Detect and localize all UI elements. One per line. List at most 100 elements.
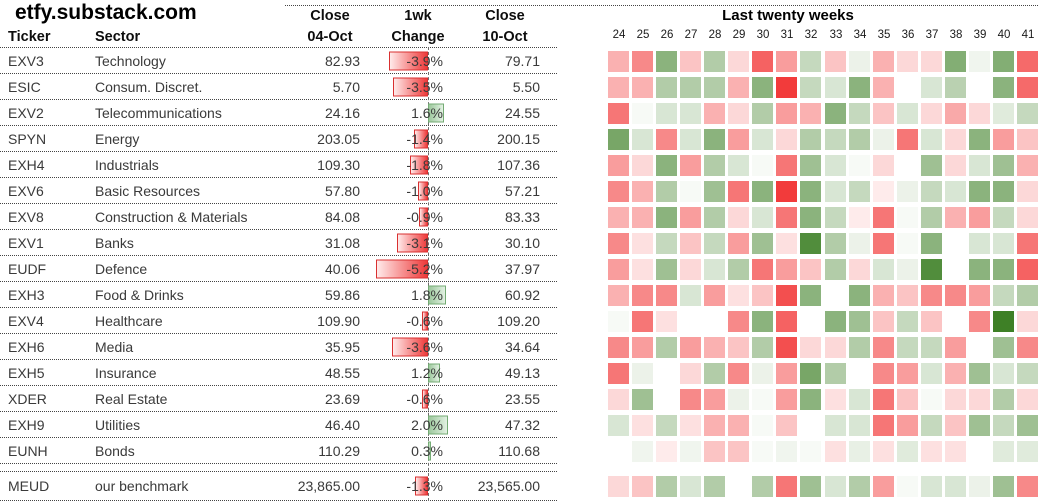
heatmap-cell: [897, 476, 918, 497]
close-04oct-cell: 82.93: [324, 52, 360, 69]
change-cell: -3.6%: [360, 334, 444, 359]
sector-cell: Basic Resources: [95, 182, 201, 199]
table-row: EXH4 Industrials 109.30 -1.8% 107.36: [0, 152, 557, 178]
heatmap-cell: [704, 389, 725, 410]
negative-change-bar: [410, 155, 428, 174]
ticker-cell: EXH3: [8, 286, 45, 303]
heatmap-cell: [993, 77, 1014, 98]
change-value: 1.8%: [411, 286, 443, 303]
heatmap-cell: [800, 233, 821, 254]
change-cell: -3.9%: [360, 48, 444, 73]
change-cell: -1.0%: [360, 178, 444, 203]
heatmap-cell: [945, 129, 966, 150]
change-cell: -0.6%: [360, 386, 444, 411]
ticker-cell: EXV4: [8, 312, 44, 329]
heatmap-cell: [1017, 415, 1038, 436]
heatmap-cell: [945, 311, 966, 332]
close-10oct-cell: 79.71: [504, 52, 540, 69]
heatmap-cell: [825, 441, 846, 462]
heatmap-cell: [800, 441, 821, 462]
heatmap-cell: [825, 103, 846, 124]
heatmap-cell: [704, 259, 725, 280]
heatmap-cell: [873, 259, 894, 280]
sector-cell: Insurance: [95, 364, 157, 381]
heatmap-cell: [873, 337, 894, 358]
heatmap-cell: [897, 363, 918, 384]
heatmap-cell: [873, 103, 894, 124]
heatmap-week-label: 32: [804, 29, 818, 41]
heatmap-cell: [704, 285, 725, 306]
heatmap-cell: [632, 155, 653, 176]
positive-change-bar: [428, 363, 440, 382]
heatmap-cell: [800, 207, 821, 228]
heatmap-cell: [825, 155, 846, 176]
ticker-cell: EUDF: [8, 260, 47, 277]
heatmap-cell: [849, 389, 870, 410]
heatmap-cell: [1017, 129, 1038, 150]
heatmap-cell: [849, 259, 870, 280]
heatmap-cell: [849, 441, 870, 462]
change-cell: -0.6%: [360, 308, 444, 333]
heatmap-cell: [1017, 259, 1038, 280]
heatmap-cell: [897, 181, 918, 202]
heatmap-cell: [656, 259, 677, 280]
heatmap-cell: [969, 259, 990, 280]
table-row: EUDF Defence 40.06 -5.2% 37.97: [0, 256, 557, 282]
table-row: EXH3 Food & Drinks 59.86 1.8% 60.92: [0, 282, 557, 308]
heatmap-cell: [656, 337, 677, 358]
close-10oct-cell: 24.55: [504, 104, 540, 121]
heatmap-cell: [776, 363, 797, 384]
heatmap-cell: [825, 363, 846, 384]
heatmap-cell: [921, 259, 942, 280]
sector-cell: Utilities: [95, 416, 141, 433]
ticker-column-header: Ticker: [8, 29, 51, 45]
heatmap-cell: [825, 415, 846, 436]
heatmap-cell: [632, 233, 653, 254]
heatmap-cell: [945, 441, 966, 462]
heatmap-cell: [873, 233, 894, 254]
heatmap-cell: [752, 415, 773, 436]
heatmap-cell: [728, 311, 749, 332]
change-zero-axis: [428, 47, 429, 501]
change-cell: 2.0%: [360, 412, 448, 437]
table-row: EXH9 Utilities 46.40 2.0% 47.32: [0, 412, 557, 438]
change-value: -0.9%: [406, 208, 443, 225]
heatmap-cell: [656, 389, 677, 410]
heatmap-cell: [704, 415, 725, 436]
heatmap-week-label: 29: [732, 29, 746, 41]
change-cell: 0.3%: [360, 438, 444, 463]
heatmap-cell: [608, 311, 629, 332]
heatmap-cell: [656, 233, 677, 254]
close-10oct-cell: 23.55: [504, 390, 540, 407]
heatmap-cell: [752, 476, 773, 497]
sector-cell: Food & Drinks: [95, 286, 184, 303]
heatmap-cell: [632, 415, 653, 436]
heatmap-cell: [608, 415, 629, 436]
table-row: EXV6 Basic Resources 57.80 -1.0% 57.21: [0, 178, 557, 204]
heatmap-cell: [728, 389, 749, 410]
heatmap-cell: [993, 103, 1014, 124]
heatmap-cell: [680, 207, 701, 228]
heatmap-cell: [825, 337, 846, 358]
close-04oct-cell: 109.90: [317, 312, 360, 329]
heatmap-cell: [608, 233, 629, 254]
change-value: -0.6%: [406, 312, 443, 329]
change-value: -3.5%: [406, 78, 443, 95]
heatmap-cell: [921, 476, 942, 497]
table-row: EXV4 Healthcare 109.90 -0.6% 109.20: [0, 308, 557, 334]
heatmap-cell: [680, 415, 701, 436]
heatmap-cell: [921, 155, 942, 176]
heatmap-cell: [632, 441, 653, 462]
heatmap-cell: [704, 337, 725, 358]
heatmap-cell: [752, 233, 773, 254]
heatmap-cell: [945, 337, 966, 358]
close-04oct-cell: 35.95: [324, 338, 360, 355]
heatmap-cell: [921, 181, 942, 202]
heatmap-cell: [752, 441, 773, 462]
heatmap-cell: [921, 51, 942, 72]
change-value: 1.6%: [411, 104, 443, 121]
heatmap-week-label: 33: [829, 29, 843, 41]
table-row: XDER Real Estate 23.69 -0.6% 23.55: [0, 386, 557, 412]
heatmap-cell: [728, 476, 749, 497]
heatmap-cell: [752, 129, 773, 150]
